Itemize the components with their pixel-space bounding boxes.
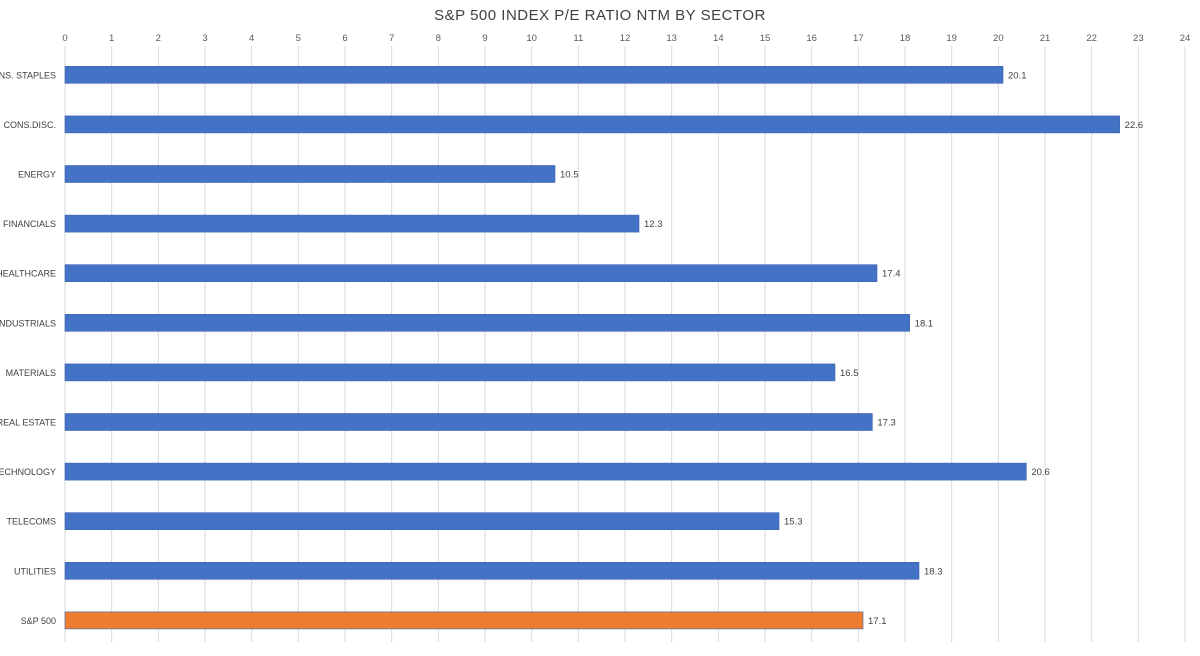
bar-industrials <box>64 313 910 332</box>
x-tick-label: 1 <box>109 33 114 44</box>
x-tick-label: 5 <box>296 33 301 44</box>
category-label-industrials: INDUSTRIALS <box>0 318 56 328</box>
x-tick-label: 6 <box>342 33 347 44</box>
category-label-energy: ENERGY <box>18 170 56 180</box>
data-label-energy: 10.5 <box>560 170 579 181</box>
category-label-real-estate: REAL ESTATE <box>0 418 56 428</box>
bar-healthcare <box>64 264 878 283</box>
bar-sandp-500 <box>64 611 864 630</box>
x-tick-label: 17 <box>853 33 864 44</box>
category-axis: CONS. STAPLES CONS.DISC. ENERGY FINANCIALS H… <box>0 70 56 626</box>
bar-energy <box>64 165 556 183</box>
bar-financials <box>64 214 640 233</box>
x-tick-label: 0 <box>62 33 67 44</box>
x-tick-label: 16 <box>806 33 817 44</box>
x-tick-label: 19 <box>946 33 957 44</box>
x-tick-label: 18 <box>900 33 911 44</box>
x-tick-label: 11 <box>573 33 583 44</box>
category-label-financials: FINANCIALS <box>3 219 56 229</box>
x-tick-label: 2 <box>156 33 161 44</box>
bar-materials <box>64 363 836 382</box>
bar-telecoms <box>64 512 780 531</box>
data-label-materials: 16.5 <box>840 368 859 379</box>
data-label-sandp-500: 17.1 <box>868 616 887 627</box>
x-axis-ticks: 0 1 2 3 4 5 6 7 8 9 10 11 12 13 14 15 16 17 18 19 20 21 22 23 24 <box>62 33 1190 44</box>
category-label-healthcare: HEALTHCARE <box>0 269 56 279</box>
x-tick-label: 24 <box>1180 33 1191 44</box>
data-labels: 20.1 22.6 10.5 12.3 17.4 18.1 16.5 17.3 20.6 15.3… <box>560 70 1143 627</box>
x-tick-label: 15 <box>760 33 771 44</box>
x-tick-label: 9 <box>482 33 487 44</box>
data-label-industrials: 18.1 <box>915 318 934 329</box>
x-tick-label: 21 <box>1040 33 1051 44</box>
bar-real-estate <box>64 413 873 431</box>
x-tick-label: 3 <box>202 33 207 44</box>
category-label-materials: MATERIALS <box>6 368 56 378</box>
x-tick-label: 8 <box>436 33 441 44</box>
bar-utilities <box>64 561 920 580</box>
x-tick-label: 10 <box>526 33 537 44</box>
data-label-cons-staples: 20.1 <box>1008 70 1027 81</box>
bar-technology <box>64 462 1027 481</box>
bar-cons-disc <box>64 115 1120 134</box>
data-label-financials: 12.3 <box>644 219 663 230</box>
x-tick-label: 13 <box>666 33 677 44</box>
category-label-telecoms: TELECOMS <box>6 517 56 527</box>
bars <box>64 66 1120 630</box>
category-label-cons-disc: CONS.DISC. <box>3 120 56 130</box>
x-tick-label: 4 <box>249 33 254 44</box>
category-label-sandp-500: S&P 500 <box>21 616 56 626</box>
category-label-cons-staples: CONS. STAPLES <box>0 70 56 80</box>
x-tick-label: 22 <box>1086 33 1097 44</box>
x-tick-label: 20 <box>993 33 1004 44</box>
bar-cons-staples <box>64 66 1004 84</box>
data-label-technology: 20.6 <box>1031 467 1050 478</box>
x-tick-label: 23 <box>1133 33 1144 44</box>
data-label-cons-disc: 22.6 <box>1125 120 1144 131</box>
data-label-real-estate: 17.3 <box>877 418 896 429</box>
data-label-healthcare: 17.4 <box>882 269 901 280</box>
x-tick-label: 7 <box>389 33 394 44</box>
category-label-utilities: UTILITIES <box>14 566 56 576</box>
x-tick-label: 14 <box>713 33 724 44</box>
data-label-telecoms: 15.3 <box>784 517 803 528</box>
category-label-technology: TECHNOLOGY <box>0 467 56 477</box>
x-tick-label: 12 <box>620 33 631 44</box>
gridlines <box>64 46 1186 642</box>
data-label-utilities: 18.3 <box>924 566 943 577</box>
chart-title: S&P 500 INDEX P/E RATIO NTM BY SECTOR <box>434 7 766 24</box>
